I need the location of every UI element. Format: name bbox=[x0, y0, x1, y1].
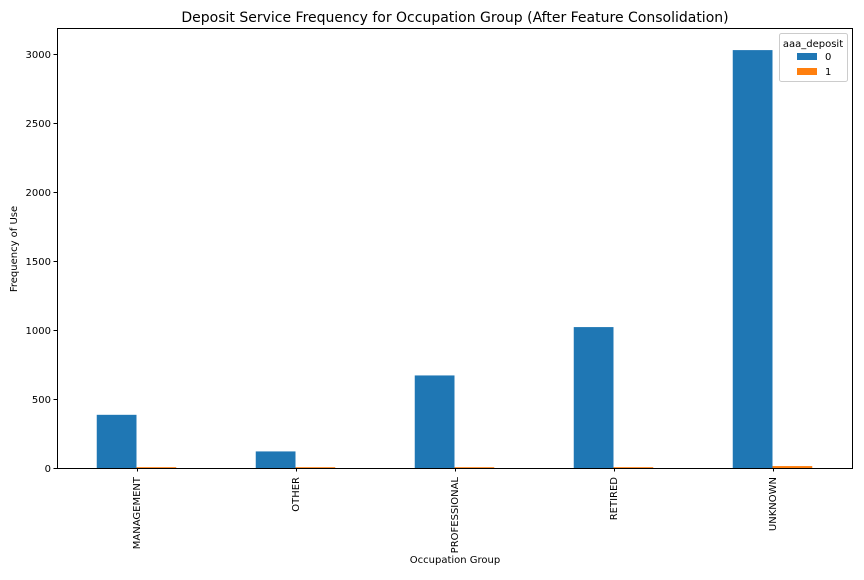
y-tick-label: 1500 bbox=[26, 257, 51, 268]
y-tick-label: 1000 bbox=[26, 326, 51, 337]
x-tick-label: PROFESSIONAL bbox=[450, 477, 461, 554]
x-tick-label: UNKNOWN bbox=[768, 477, 779, 531]
legend-title: aaa_deposit bbox=[783, 39, 843, 50]
legend: aaa_deposit 01 bbox=[779, 33, 848, 82]
legend-label-series-1: 1 bbox=[825, 67, 831, 78]
plot-frame bbox=[57, 28, 853, 469]
bar-retired-series-0 bbox=[573, 327, 614, 468]
y-tick-label: 3000 bbox=[26, 50, 51, 61]
x-tick-label: OTHER bbox=[291, 477, 302, 512]
bar-other-series-0 bbox=[255, 451, 296, 468]
bar-unknown-series-0 bbox=[732, 50, 773, 469]
x-tick-label: RETIRED bbox=[609, 477, 620, 521]
y-tick-label: 2000 bbox=[26, 188, 51, 199]
legend-swatch-series-1 bbox=[797, 68, 817, 75]
bar-professional-series-1 bbox=[454, 467, 495, 468]
chart-title: Deposit Service Frequency for Occupation… bbox=[181, 10, 728, 26]
bar-unknown-series-1 bbox=[772, 466, 813, 468]
legend-swatch-series-0 bbox=[797, 53, 817, 60]
legend-items: 01 bbox=[797, 52, 831, 78]
x-tick-label: MANAGEMENT bbox=[132, 476, 143, 549]
y-tick-label: 0 bbox=[45, 464, 51, 475]
bar-professional-series-0 bbox=[414, 375, 455, 468]
bar-other-series-1 bbox=[295, 467, 336, 468]
bar-retired-series-1 bbox=[613, 467, 654, 468]
x-axis-label: Occupation Group bbox=[410, 555, 500, 566]
axis-ticks: 0 500 1000 1500 2000 2500 3000 MANAGEMENT OTHER P… bbox=[26, 50, 779, 553]
y-axis-label: Frequency of Use bbox=[9, 206, 20, 292]
bar-management-series-0 bbox=[96, 414, 137, 468]
bars bbox=[96, 50, 813, 469]
y-tick-label: 500 bbox=[32, 395, 51, 406]
y-tick-label: 2500 bbox=[26, 119, 51, 130]
bar-management-series-1 bbox=[136, 467, 177, 468]
legend-label-series-0: 0 bbox=[825, 52, 831, 63]
